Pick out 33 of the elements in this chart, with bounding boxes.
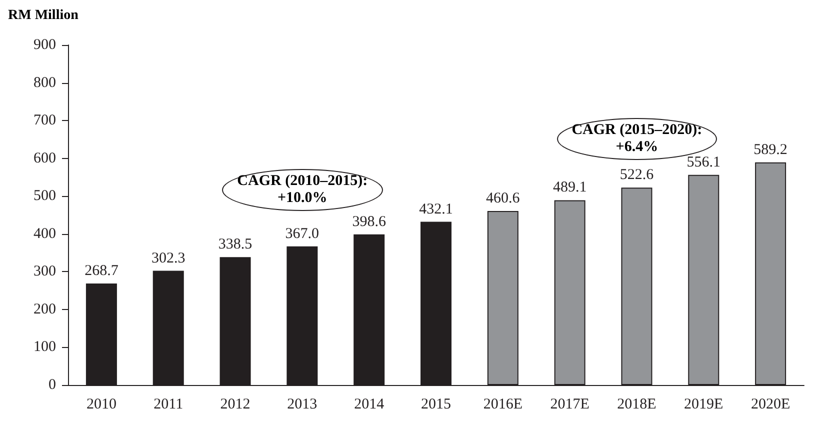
data-label: 302.3 <box>151 250 186 266</box>
data-label: 432.1 <box>419 201 453 218</box>
y-tick-label: 500 <box>34 188 56 204</box>
y-tick-label: 900 <box>34 37 56 53</box>
x-tick-label: 2016E <box>483 396 522 412</box>
y-tick-label: 200 <box>34 301 56 318</box>
ellipse-outline: CAGR (2010–2015): +10.0% <box>222 169 383 212</box>
data-label: 398.6 <box>352 214 386 230</box>
x-tick-label: 2011 <box>154 396 184 412</box>
x-tick-label: 2019E <box>684 396 724 412</box>
data-label: 367.0 <box>285 226 320 242</box>
y-tick-label: 100 <box>34 339 56 356</box>
y-tick-label: 600 <box>34 150 56 166</box>
y-tick-label: 0 <box>48 377 56 393</box>
data-label: 460.6 <box>486 190 520 206</box>
x-tick-label: 2014 <box>354 396 385 412</box>
x-tick-label: 2018E <box>617 396 656 412</box>
data-label: 268.7 <box>84 262 119 279</box>
x-tick-label: 2010 <box>86 396 116 412</box>
y-tick-label: 400 <box>34 226 56 242</box>
x-tick-label: 2015 <box>421 396 451 412</box>
x-tick-label: 2020E <box>750 396 790 412</box>
y-tick-label: 800 <box>34 74 56 91</box>
data-label: 338.5 <box>218 236 252 253</box>
y-tick-label: 700 <box>34 112 56 129</box>
y-tick-label: 300 <box>34 264 56 280</box>
data-label: 589.2 <box>754 142 788 158</box>
data-label: 522.6 <box>620 167 654 184</box>
x-tick-label: 2012 <box>220 396 250 412</box>
y-axis-title: RM Million <box>8 8 78 24</box>
x-tick-label: 2017E <box>550 396 590 412</box>
x-tick-label: 2013 <box>287 396 318 412</box>
data-label: 489.1 <box>552 180 587 196</box>
